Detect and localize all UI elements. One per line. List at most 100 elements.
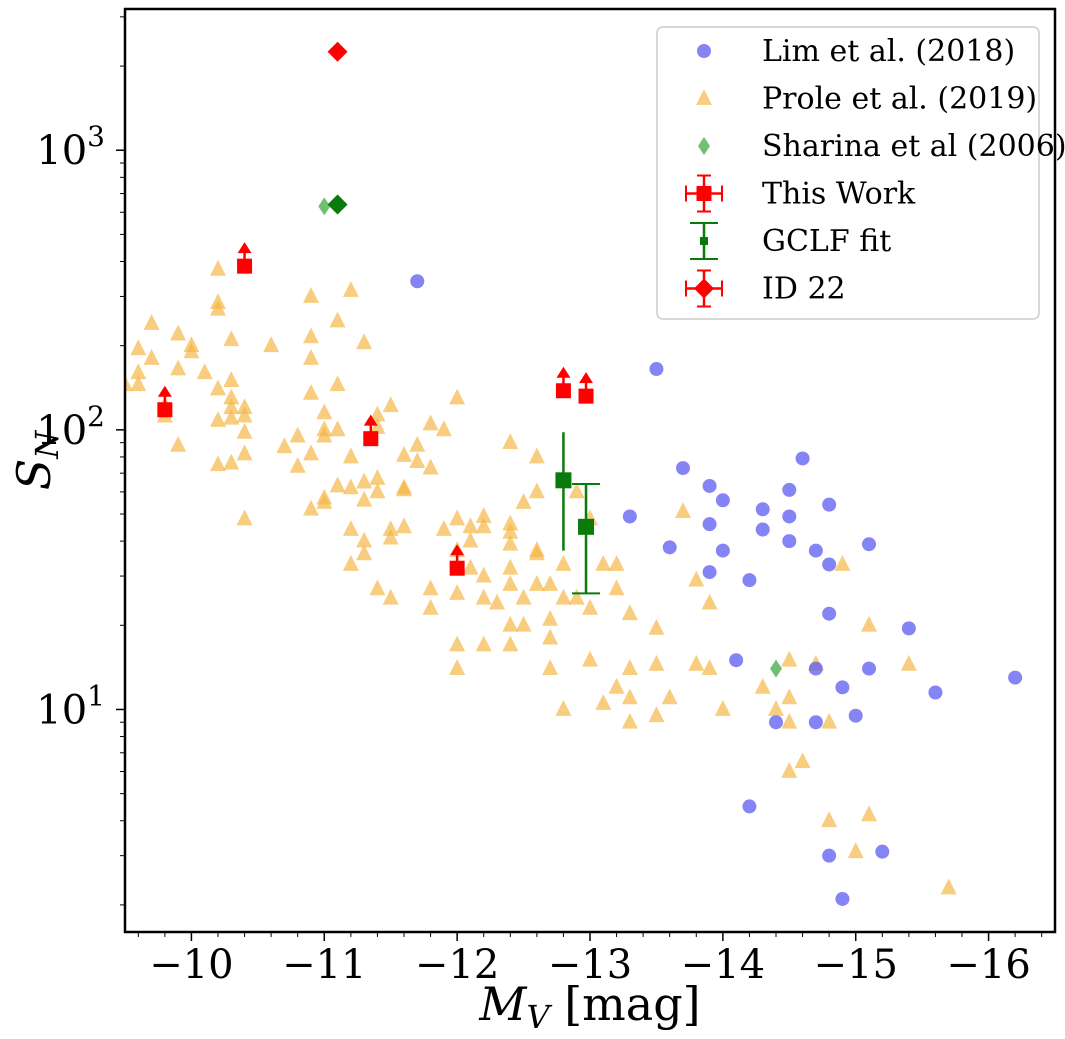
prole-point-51 [342, 447, 359, 464]
prole-point-61 [369, 418, 386, 434]
prole-point-66 [382, 520, 399, 536]
prole-point-76 [422, 458, 439, 475]
prole-point-25 [223, 453, 240, 470]
prole-point-9 [170, 359, 187, 376]
prole-point-156 [861, 805, 877, 822]
prole-point-74 [409, 452, 426, 468]
prole-point-138 [688, 570, 705, 587]
prole-point-146 [781, 688, 798, 705]
prole-point-3 [130, 375, 147, 392]
lim-point-29 [769, 715, 783, 730]
lim-point-12 [755, 502, 770, 517]
prole-point-45 [316, 493, 333, 509]
id22-point-1 [327, 194, 348, 215]
lim-point-4 [676, 461, 690, 476]
this-work-point-2 [363, 431, 379, 447]
legend-circle-marker [697, 44, 711, 58]
lim-point-5 [702, 478, 717, 493]
prole-point-54 [342, 555, 359, 571]
prole-point-154 [847, 842, 864, 859]
prole-point-99 [502, 534, 519, 551]
this-work-point-1 [237, 258, 253, 274]
prole-point-145 [781, 650, 798, 667]
this-work-arrow-4-head [556, 366, 571, 378]
lim-point-9 [715, 543, 730, 558]
lim-point-7 [702, 565, 717, 580]
prole-point-100 [502, 558, 519, 575]
prole-point-142 [714, 700, 731, 716]
gclf-point-1 [578, 518, 595, 535]
prole-point-89 [462, 558, 479, 575]
x-tick-label-2: −12 [415, 942, 499, 988]
lim-point-18 [808, 543, 823, 558]
prole-point-117 [555, 588, 572, 605]
prole-point-56 [356, 472, 373, 489]
legend-item-id22: ID 22 [685, 269, 846, 308]
y-tick-label-1: 102 [36, 400, 105, 454]
prole-point-155 [861, 615, 877, 632]
legend-item-this_work: This Work [685, 174, 916, 213]
legend-item-prole: Prole et al. (2019) [696, 82, 1037, 117]
prole-point-90 [475, 507, 492, 523]
prole-point-55 [356, 333, 373, 350]
legend-item-gclf: GCLF fit [690, 222, 891, 260]
prole-point-152 [821, 811, 838, 828]
prole-point-48 [329, 420, 346, 437]
prole-point-37 [303, 349, 319, 365]
prole-point-81 [449, 388, 466, 405]
y-tick-base-0: 10 [36, 687, 87, 733]
prole-point-93 [475, 588, 492, 605]
prole-point-107 [528, 447, 545, 464]
prole-point-92 [475, 566, 492, 583]
lim-point-19 [822, 497, 837, 512]
prole-point-151 [821, 712, 838, 729]
x-axis-label: MV [mag] [478, 977, 700, 1036]
prole-point-116 [555, 555, 572, 571]
prole-point-85 [449, 635, 466, 652]
this-work-point-5 [578, 388, 594, 404]
lim-point-34 [875, 844, 890, 859]
x-tick-label-3: −13 [548, 942, 632, 988]
prole-point-96 [502, 433, 519, 450]
lim-point-17 [795, 451, 810, 466]
prole-point-23 [223, 398, 240, 415]
prole-point-46 [329, 311, 346, 328]
prole-point-40 [303, 499, 319, 516]
prole-point-136 [661, 688, 678, 705]
prole-point-14 [210, 259, 226, 276]
prole-point-52 [342, 478, 359, 495]
legend-label-prole: Prole et al. (2019) [762, 82, 1037, 117]
y-tick-base-1: 10 [36, 408, 87, 454]
x-tick-label-5: −15 [814, 942, 898, 988]
prole-point-125 [595, 694, 612, 710]
lim-point-25 [862, 661, 876, 676]
prole-point-58 [356, 531, 373, 548]
prole-point-0 [125, 375, 133, 392]
prole-point-34 [289, 456, 306, 473]
prole-point-4 [143, 314, 160, 330]
y-tick-exp-2: 3 [87, 120, 105, 153]
lim-point-26 [835, 680, 850, 695]
prole-point-36 [303, 327, 319, 344]
prole-point-60 [369, 405, 386, 422]
this-work-point-3 [449, 560, 465, 576]
x-tick-label-6: −16 [946, 942, 1030, 988]
this-work-arrow-5-head [579, 372, 594, 384]
prole-point-53 [342, 520, 359, 536]
y-axis-label: SN [7, 430, 66, 491]
lim-point-27 [928, 685, 943, 700]
prole-point-115 [542, 659, 559, 675]
prole-point-77 [422, 579, 439, 596]
prole-point-139 [688, 654, 705, 671]
prole-point-1 [130, 339, 147, 356]
prole-point-120 [568, 588, 585, 605]
prole-point-130 [621, 659, 638, 675]
prole-point-41 [316, 403, 333, 420]
prole-point-19 [210, 455, 226, 472]
prole-point-124 [595, 555, 612, 571]
prole-point-105 [515, 588, 532, 605]
prole-point-97 [502, 514, 519, 531]
prole-point-88 [462, 531, 479, 548]
this-work-point-4 [555, 383, 571, 399]
this-work-point-0 [157, 402, 173, 418]
